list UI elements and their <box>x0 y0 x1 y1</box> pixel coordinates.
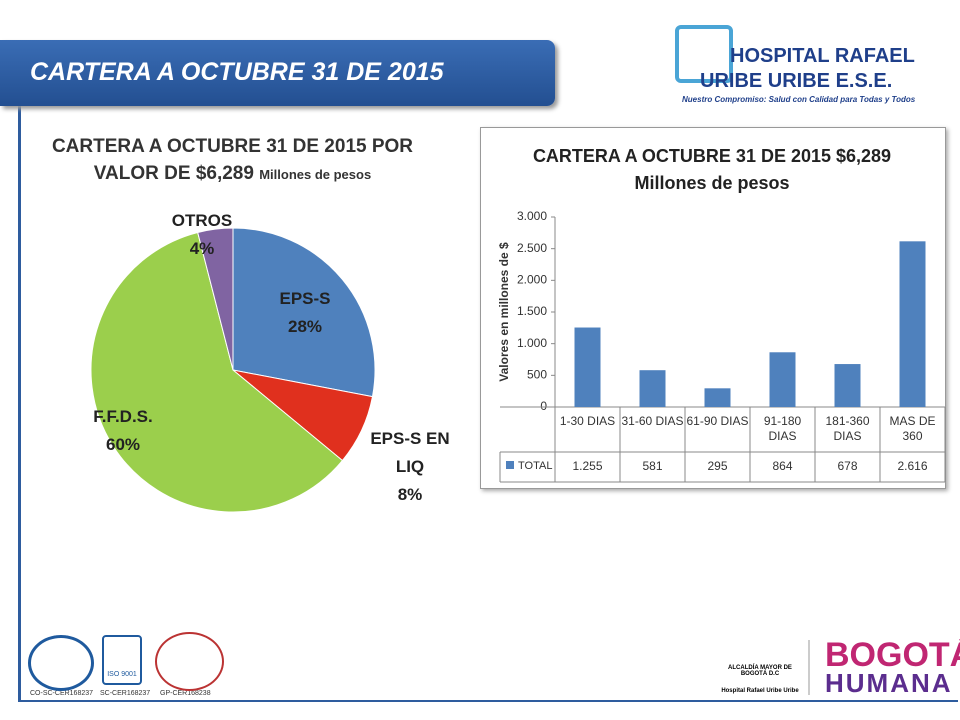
cert1: CO-SC-CER168237 <box>30 690 94 697</box>
humana: HUMANA <box>825 668 953 698</box>
pie-label: EPS-S EN LIQ 8% <box>355 425 465 509</box>
pie-value-label: 60% <box>105 435 141 454</box>
bar-title-block: CARTERA A OCTUBRE 31 DE 2015 $6,289 Millo… <box>480 143 944 197</box>
pie-category: OTROS <box>171 211 233 230</box>
data-label: 864 <box>772 459 792 473</box>
legend-swatch <box>506 461 514 469</box>
x-tick-label: MAS DE 360 <box>889 414 936 443</box>
y-tick-label: 1.000 <box>517 336 547 350</box>
data-label: 581 <box>642 459 662 473</box>
footer-divider <box>808 640 810 695</box>
x-tick-label: 91-180 DIAS <box>763 414 802 443</box>
pie-value-label: 8% <box>397 485 423 504</box>
pie-category: EPS-S EN LIQ <box>370 429 450 476</box>
y-tick-label: 1.500 <box>517 304 547 318</box>
pie-title-block: CARTERA A OCTUBRE 31 DE 2015 POR VALOR D… <box>25 133 440 188</box>
bar <box>899 241 926 407</box>
y-tick-label: 2.500 <box>517 241 547 255</box>
data-label: 678 <box>837 459 857 473</box>
pie-label: F.F.D.S. 60% <box>68 403 178 459</box>
header-banner <box>0 40 555 106</box>
y-tick-label: 500 <box>527 368 547 382</box>
logo-line2: URIBE URIBE E.S.E. <box>700 70 893 92</box>
pie-label: EPS-S 28% <box>250 285 360 341</box>
pie-category: F.F.D.S. <box>93 407 153 426</box>
cert3: GP-CER168238 <box>160 690 211 697</box>
bar <box>574 327 601 407</box>
iso-badge: ISO 9001 <box>102 635 142 685</box>
bogota: BOGOTÁ <box>825 636 960 674</box>
pie-value-label: 28% <box>287 317 323 336</box>
alcaldia: ALCALDÍA MAYOR DE BOGOTÁ D.C <box>728 665 792 677</box>
y-tick-label: 0 <box>540 399 547 413</box>
bar-title: CARTERA A OCTUBRE 31 DE 2015 $6,289 <box>532 146 892 166</box>
data-label: 2.616 <box>897 459 927 473</box>
bar-subtitle: Millones de pesos <box>634 173 790 193</box>
left-rule <box>18 40 21 702</box>
footer-hospital: Hospital Rafael Uribe Uribe <box>721 688 799 694</box>
bar <box>639 370 666 407</box>
x-tick-label: 1-30 DIAS <box>559 414 616 428</box>
bottom-rule <box>18 700 958 702</box>
x-tick-label: 181-360 DIAS <box>825 414 870 443</box>
logo-mark <box>675 25 733 83</box>
logo-tagline: Nuestro Compromiso: Salud con Calidad pa… <box>682 95 916 104</box>
pie-value-label: 4% <box>189 239 215 258</box>
data-label: 1.255 <box>572 459 602 473</box>
pie-title: CARTERA A OCTUBRE 31 DE 2015 POR VALOR D… <box>51 136 414 184</box>
y-tick-label: 2.000 <box>517 273 547 287</box>
logo-line1: HOSPITAL RAFAEL <box>730 45 915 67</box>
y-axis-label: Valores en millones de $ <box>497 242 511 382</box>
cert2: SC-CER168237 <box>100 690 151 697</box>
data-label: 295 <box>707 459 727 473</box>
legend-label: TOTAL <box>518 460 552 472</box>
pie-slice <box>90 231 344 513</box>
pie-slice <box>232 227 376 398</box>
pie-subtitle: Millones de pesos <box>259 167 372 182</box>
x-tick-label: 61-90 DIAS <box>686 414 749 428</box>
pie-category: EPS-S <box>279 289 331 308</box>
y-tick-label: 3.000 <box>517 209 547 223</box>
pie-label: OTROS 4% <box>147 207 257 263</box>
slide-title: CARTERA A OCTUBRE 31 DE 2015 <box>30 58 444 86</box>
ntcgp-badge <box>155 632 224 691</box>
bar-frame <box>480 127 946 489</box>
bar <box>769 352 796 407</box>
bar <box>704 388 731 407</box>
iqnet-badge <box>28 635 94 691</box>
x-tick-label: 31-60 DIAS <box>621 414 684 428</box>
bar <box>834 364 861 407</box>
pie-slice <box>197 227 234 371</box>
